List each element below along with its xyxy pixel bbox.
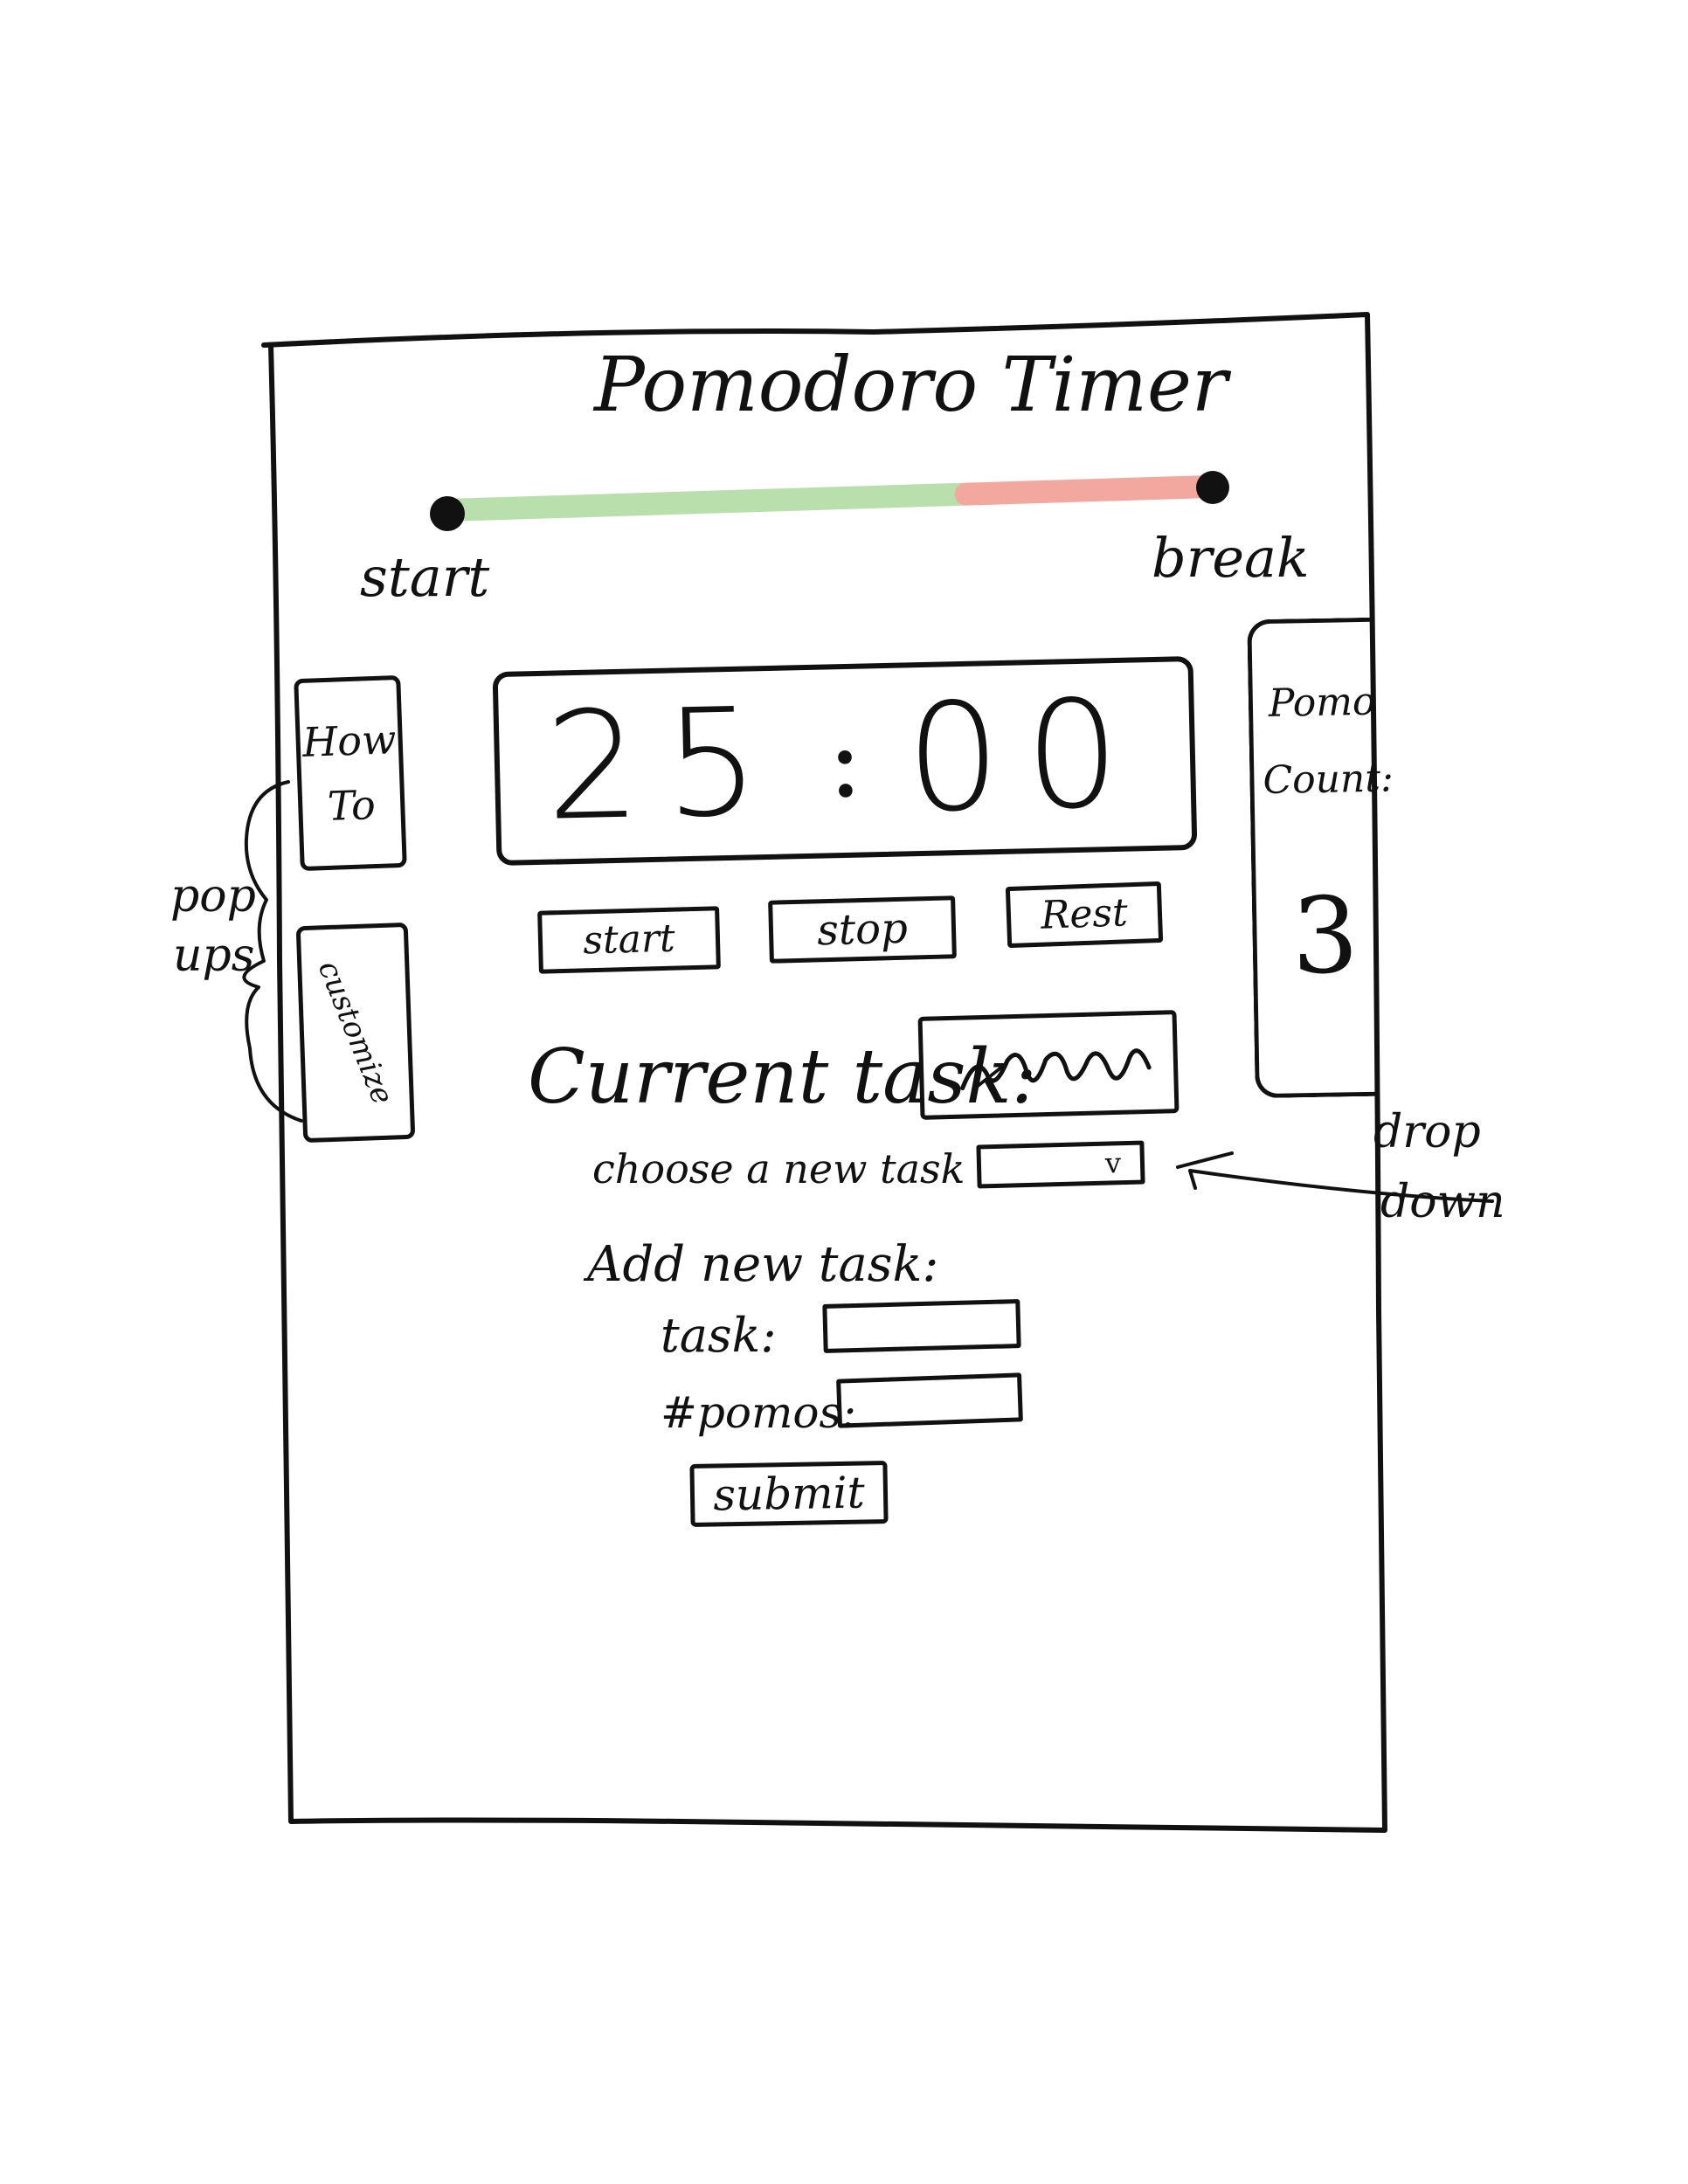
task-name-label: task: (661, 1308, 777, 1363)
timer-seconds: 00 (903, 667, 1146, 847)
choose-task-label: choose a new task (592, 1145, 965, 1192)
pomo-count-value: 3 (1290, 875, 1360, 999)
submit-button-label: submit (712, 1467, 866, 1521)
start-button[interactable]: start (537, 906, 721, 974)
start-marker (430, 496, 465, 531)
how-to-button[interactable]: How To (294, 674, 407, 872)
how-to-line2: To (326, 781, 377, 830)
stop-button[interactable]: stop (768, 895, 957, 964)
scribble-placeholder (960, 1048, 1152, 1091)
pomo-count-label-line2: Count: (1263, 756, 1394, 803)
dropdown-note-line2: down (1380, 1176, 1505, 1228)
task-name-input[interactable] (822, 1299, 1021, 1353)
start-label: start (360, 545, 490, 609)
stop-button-label: stop (816, 903, 909, 956)
pomo-count-panel: Pomo Count: 3 (1247, 617, 1394, 1099)
add-task-heading: Add new task: (587, 1236, 939, 1293)
current-task-field[interactable] (917, 1010, 1180, 1120)
timer-separator: : (826, 699, 864, 822)
popups-note-line2: ups (173, 930, 255, 982)
app-frame (261, 312, 1387, 1833)
page-title: Pomodoro Timer (594, 342, 1228, 429)
reset-button-label: Rest (1040, 890, 1129, 938)
choose-task-dropdown[interactable]: v (976, 1140, 1145, 1189)
start-button-label: start (582, 916, 676, 964)
timer-minutes: 25 (543, 675, 786, 854)
pomo-count-label-line1: Pomo (1268, 679, 1376, 726)
session-progress-bar (430, 471, 1229, 531)
dropdown-annotation-arrow (1176, 1151, 1494, 1203)
pomos-label: #pomos: (661, 1387, 857, 1438)
popups-note-line1: pop (170, 870, 256, 923)
pomos-input[interactable] (836, 1372, 1023, 1428)
submit-button[interactable]: submit (689, 1461, 889, 1527)
reset-button[interactable]: Rest (1005, 881, 1164, 949)
timer-display: 25 : 00 (492, 655, 1198, 867)
chevron-down-icon: v (1104, 1146, 1122, 1180)
popups-brace (242, 780, 303, 1123)
work-segment (436, 482, 978, 522)
customize-label: customize (310, 955, 401, 1110)
current-task-label: Current task: (528, 1033, 1037, 1121)
break-label: break (1152, 526, 1310, 590)
break-segment (954, 475, 1221, 506)
dropdown-note-line1: drop (1373, 1106, 1481, 1158)
customize-button[interactable]: customize (295, 922, 416, 1144)
break-marker (1196, 471, 1229, 504)
how-to-line1: How (301, 715, 398, 766)
